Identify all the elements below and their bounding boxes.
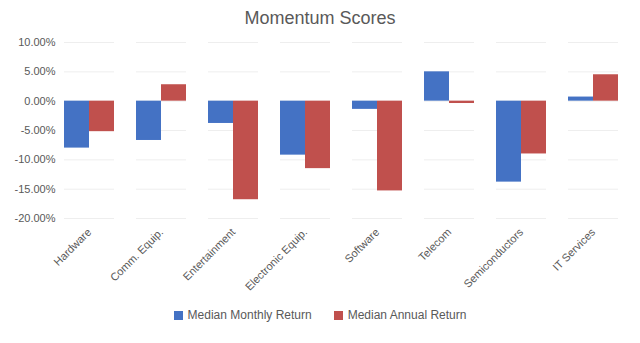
svg-text:Comm. Equip.: Comm. Equip. bbox=[108, 226, 166, 284]
svg-text:10.00%: 10.00% bbox=[18, 36, 56, 48]
svg-text:Hardware: Hardware bbox=[51, 226, 93, 268]
svg-text:IT Services: IT Services bbox=[550, 225, 598, 273]
svg-text:5.00%: 5.00% bbox=[24, 65, 55, 77]
svg-text:Semiconductors: Semiconductors bbox=[461, 225, 526, 290]
svg-text:Electronic Equip.: Electronic Equip. bbox=[243, 226, 310, 293]
html-text:Median Monthly Return: Median Monthly Return bbox=[187, 308, 312, 322]
svg-text:Entertainment: Entertainment bbox=[180, 226, 237, 283]
html-text:Momentum Scores: Momentum Scores bbox=[244, 8, 396, 28]
svg-text:-15.00%: -15.00% bbox=[15, 183, 56, 195]
svg-text:Software: Software bbox=[342, 226, 381, 265]
svg-text:-20.00%: -20.00% bbox=[15, 212, 56, 224]
svg-text:0.00%: 0.00% bbox=[24, 95, 55, 107]
html-text:Median Annual Return: Median Annual Return bbox=[347, 308, 467, 322]
svg-text:Telecom: Telecom bbox=[416, 226, 453, 263]
svg-text:-5.00%: -5.00% bbox=[21, 124, 56, 136]
svg-text:-10.00%: -10.00% bbox=[15, 153, 56, 165]
